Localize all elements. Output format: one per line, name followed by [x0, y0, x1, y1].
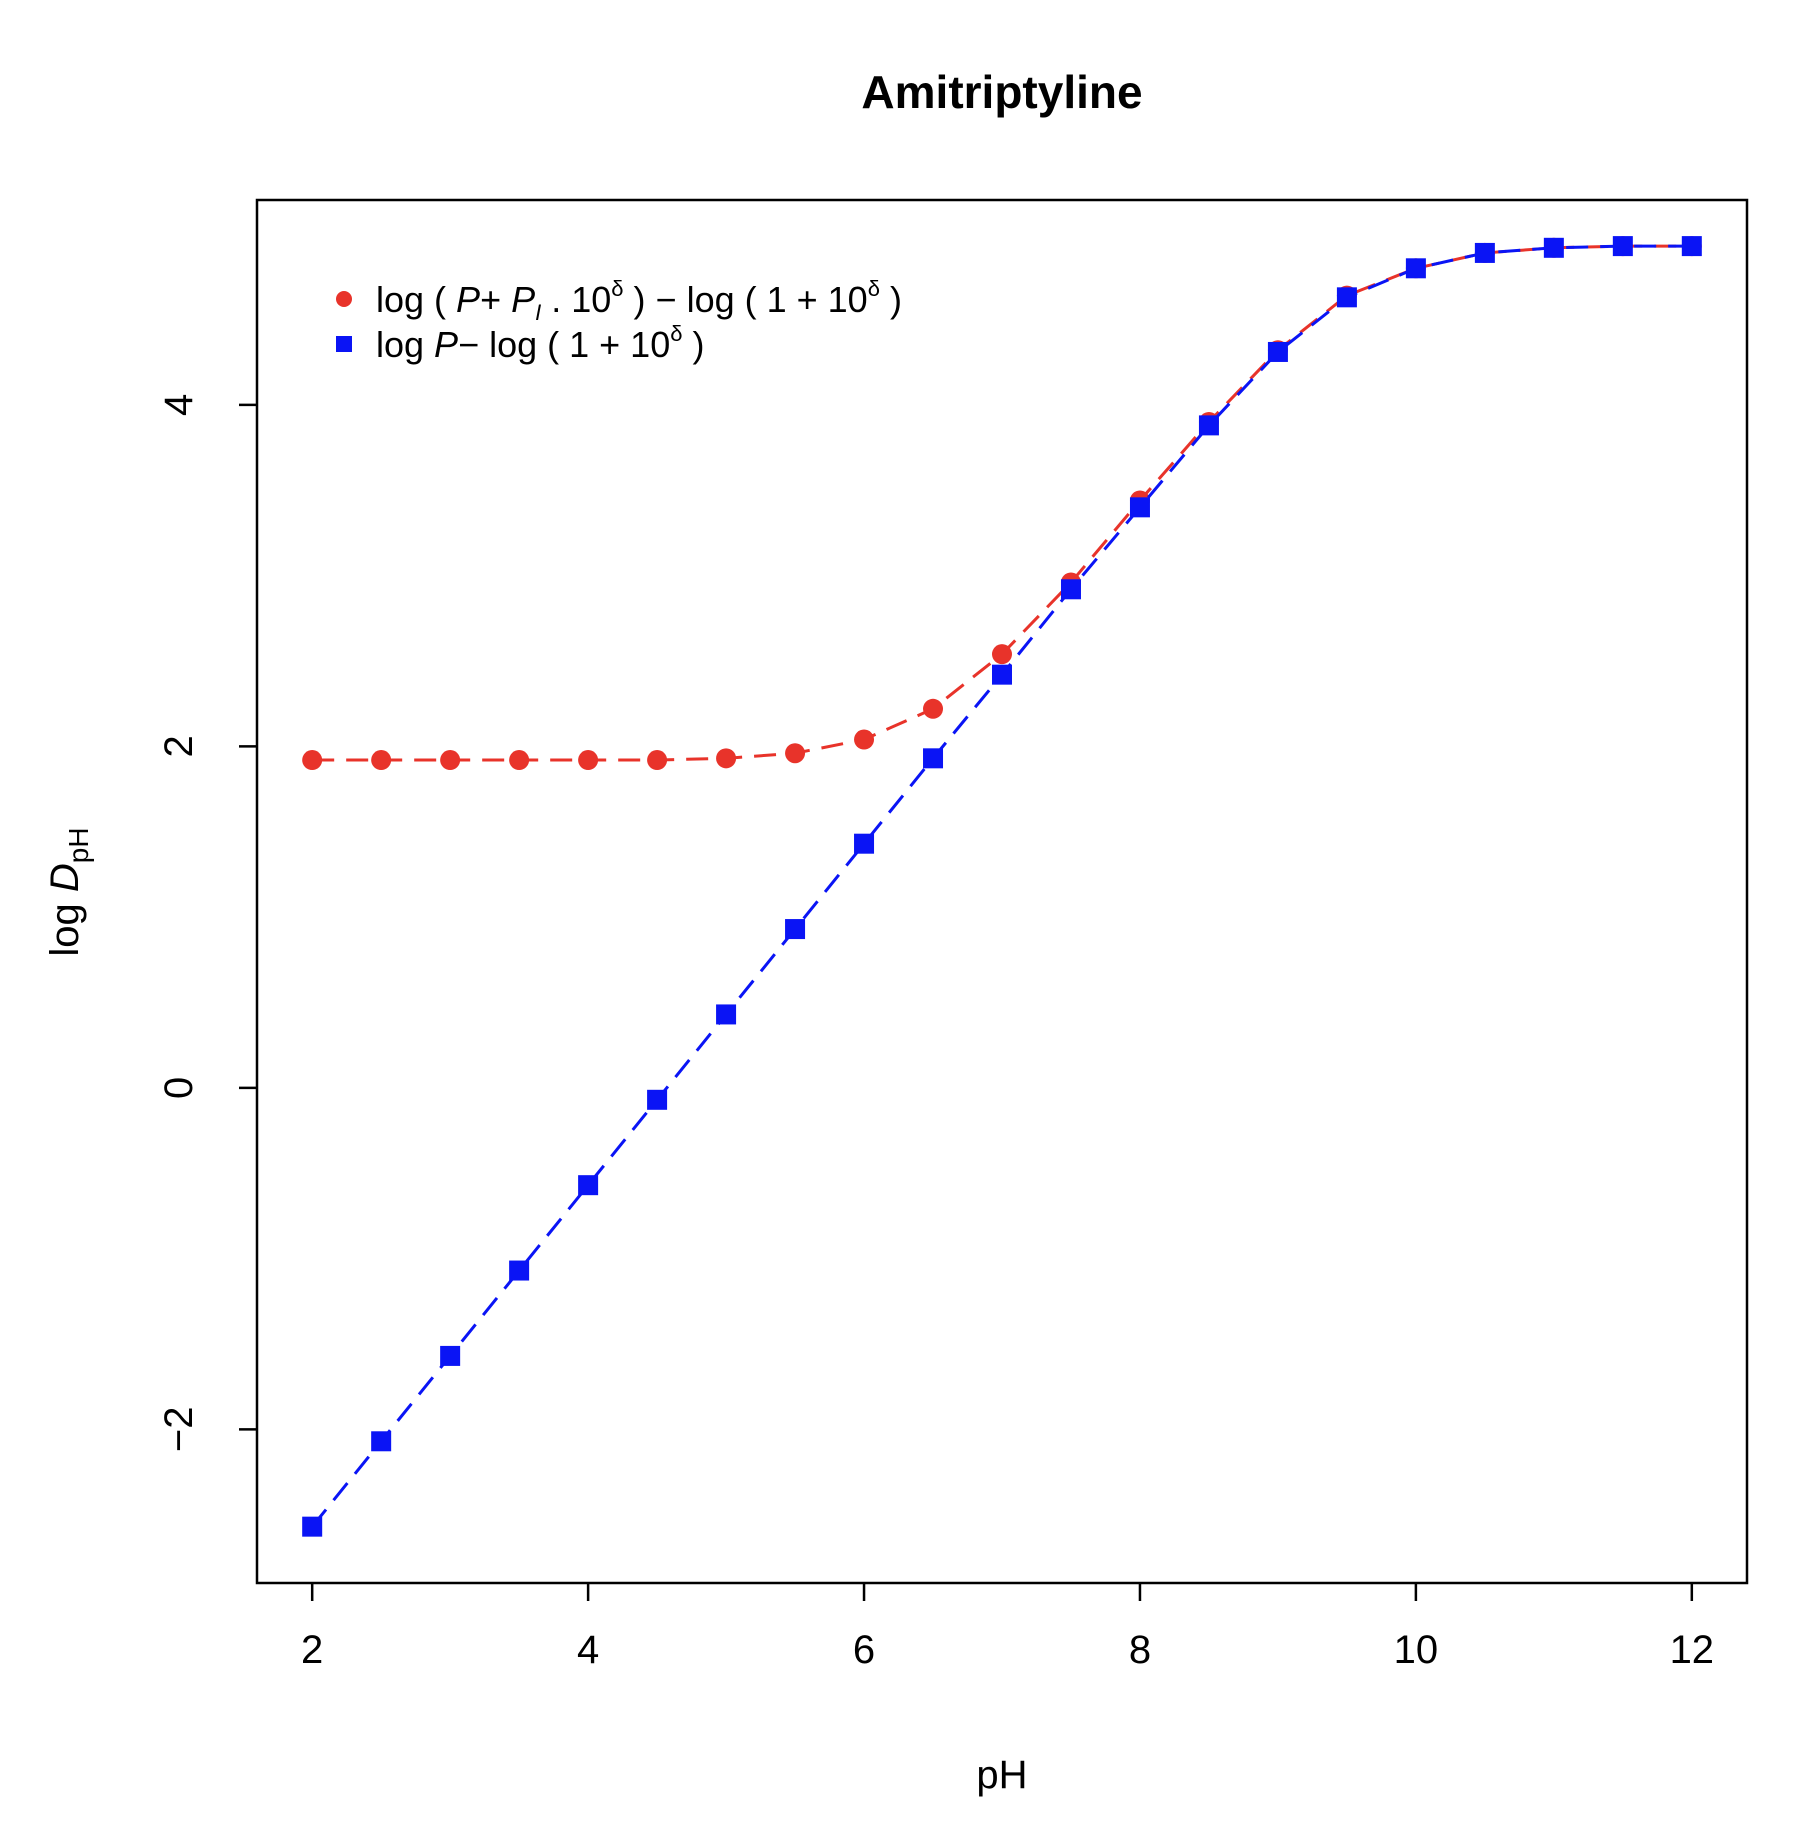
data-point-square	[923, 748, 944, 769]
data-point-circle	[440, 750, 461, 771]
data-point-circle	[992, 644, 1012, 665]
data-point-circle	[716, 748, 737, 769]
plot-frame	[255, 198, 1749, 1585]
legend-2-part-4: )	[682, 324, 704, 365]
legend-1-part-9: )	[880, 279, 902, 320]
x-tick-label: 2	[301, 1628, 323, 1672]
y-axis-label: log DpH	[43, 827, 94, 956]
legend-1-part-6: δ	[611, 276, 623, 301]
x-tick-label: 4	[577, 1628, 599, 1672]
y-axis-label-var: D	[43, 863, 87, 892]
y-axis-label-sub: pH	[63, 827, 94, 863]
series-2	[302, 236, 1702, 1537]
chart-title: Amitriptyline	[861, 66, 1142, 118]
data-point-square	[992, 664, 1012, 685]
x-tick-label: 8	[1129, 1628, 1151, 1672]
data-point-square	[1129, 497, 1150, 518]
x-axis-label: pH	[976, 1753, 1027, 1797]
series-layer	[302, 236, 1702, 1537]
data-point-square	[1060, 579, 1081, 600]
data-point-square	[440, 1345, 461, 1366]
legend-2-part-2: − log ( 1 + 10	[458, 324, 670, 365]
y-tick-label: 2	[157, 735, 201, 757]
x-axis: 2 4 6 8 10 12	[301, 1583, 1714, 1672]
x-tick-label: 10	[1394, 1628, 1439, 1672]
data-point-square	[1198, 415, 1219, 436]
legend-entry-1: log ( P+ PI . 10δ ) − log ( 1 + 10δ )	[376, 276, 902, 325]
y-axis-label-main: log	[43, 892, 87, 957]
data-point-square	[716, 1004, 737, 1025]
data-point-circle	[302, 750, 323, 771]
x-tick-label: 12	[1670, 1628, 1715, 1672]
data-point-circle	[647, 750, 668, 771]
data-point-square	[509, 1260, 530, 1281]
legend-1-part-3: P	[511, 279, 535, 320]
legend-entry-2: log P− log ( 1 + 10δ )	[376, 321, 704, 365]
legend-1-part-5: . 10	[541, 279, 611, 320]
data-point-square	[578, 1175, 599, 1196]
data-point-circle	[509, 750, 530, 771]
legend-1-part-4: I	[535, 300, 541, 325]
data-point-square	[1336, 287, 1357, 308]
data-point-square	[1267, 341, 1288, 362]
data-point-circle	[785, 743, 806, 764]
legend-marker-red-circle	[336, 291, 352, 307]
data-point-square	[1543, 237, 1564, 258]
y-tick-label: 0	[157, 1077, 201, 1099]
y-tick-label: −2	[157, 1407, 201, 1453]
legend-1-part-0: log (	[376, 279, 456, 320]
legend-2-part-1: P	[434, 324, 458, 365]
data-point-circle	[923, 698, 944, 719]
legend-1-part-8: δ	[868, 276, 880, 301]
series-2-line	[311, 244, 1692, 1528]
data-point-circle	[371, 750, 392, 771]
data-point-square	[1681, 236, 1702, 257]
legend-1-part-1: P	[456, 279, 480, 320]
x-tick-label: 6	[853, 1628, 875, 1672]
data-point-square	[785, 919, 806, 940]
data-point-circle	[854, 729, 875, 750]
legend-1-part-2: +	[480, 279, 511, 320]
legend-2-part-0: log	[376, 324, 434, 365]
data-point-square	[1612, 236, 1633, 257]
data-point-square	[302, 1516, 323, 1537]
data-point-square	[371, 1431, 392, 1452]
data-point-square	[647, 1089, 668, 1110]
legend-2-part-3: δ	[670, 321, 682, 346]
y-tick-label: 4	[157, 394, 201, 416]
data-point-square	[854, 833, 875, 854]
data-point-square	[1474, 242, 1495, 263]
legend-1-part-7: ) − log ( 1 + 10	[624, 279, 868, 320]
data-point-circle	[578, 750, 599, 771]
legend: log ( P+ PI . 10δ ) − log ( 1 + 10δ ) lo…	[336, 276, 902, 365]
legend-marker-blue-square	[336, 336, 352, 352]
y-axis: −2 0 2 4	[157, 394, 257, 1452]
data-point-square	[1405, 258, 1426, 279]
